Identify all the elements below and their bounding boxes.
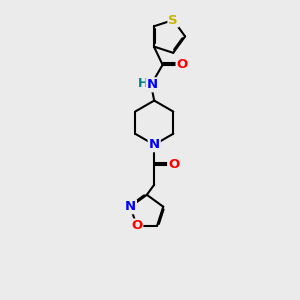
Text: N: N [125, 200, 136, 213]
Text: N: N [146, 78, 158, 91]
Text: O: O [131, 220, 142, 232]
Text: S: S [168, 14, 178, 26]
Text: N: N [148, 138, 160, 151]
Text: O: O [168, 158, 179, 171]
Text: H: H [138, 76, 148, 90]
Text: O: O [177, 58, 188, 71]
